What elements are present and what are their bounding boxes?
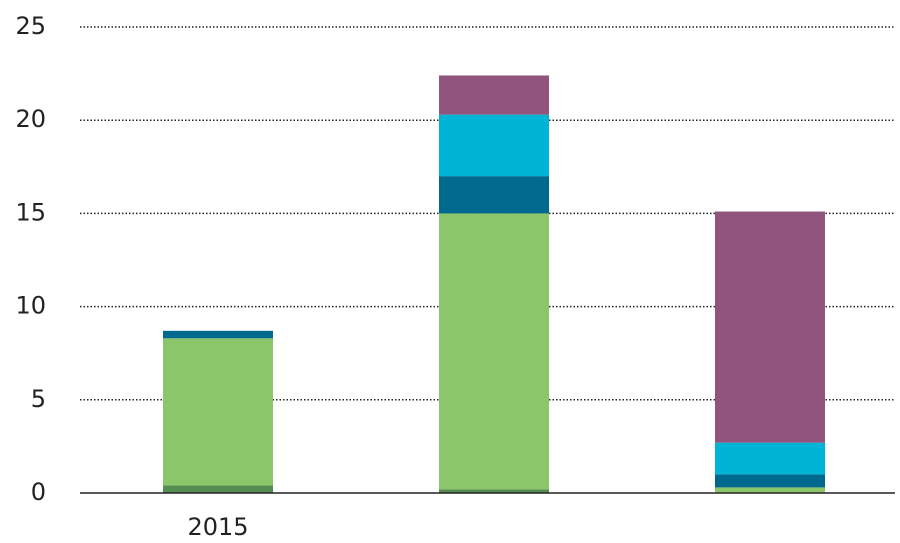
y-tick-label: 10 (15, 292, 46, 320)
y-tick-label: 15 (15, 198, 46, 226)
bar-segment (715, 211, 825, 443)
bar-segment (715, 442, 825, 475)
bar-segment (715, 487, 825, 493)
bar-segment (163, 338, 273, 486)
x-tick-label: 2015 (187, 513, 248, 541)
bar-segment (163, 485, 273, 493)
bar-segment (715, 474, 825, 488)
y-tick-label: 20 (15, 105, 46, 133)
y-tick-label: 0 (31, 478, 46, 506)
bar-segment (163, 330, 273, 339)
y-tick-label: 25 (15, 12, 46, 40)
bar-segment (439, 213, 549, 490)
y-tick-label: 5 (31, 385, 46, 413)
bar-segment (439, 75, 549, 115)
bar-segment (439, 114, 549, 177)
bar-segment (439, 489, 549, 493)
bar-segment (439, 176, 549, 214)
